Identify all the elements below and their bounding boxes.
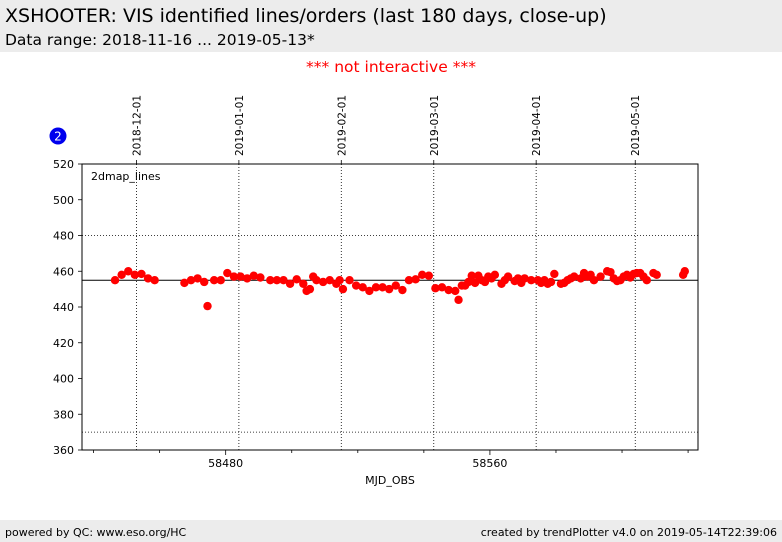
data-point: [345, 275, 354, 285]
data-point: [384, 284, 394, 294]
data-point: [606, 267, 615, 277]
header-bar: XSHOOTER: VIS identified lines/orders (l…: [0, 0, 782, 52]
data-point: [236, 272, 245, 281]
data-point: [550, 269, 559, 279]
data-point: [249, 271, 258, 280]
data-point: [209, 275, 219, 285]
data-point: [143, 274, 153, 283]
y-tick-label: 380: [53, 408, 74, 421]
data-point: [335, 275, 344, 285]
date-tick-label: 2019-01-01: [234, 95, 246, 156]
data-point: [130, 270, 140, 280]
data-point: [418, 270, 427, 280]
data-point: [338, 284, 348, 294]
data-point: [365, 286, 374, 296]
y-tick-label: 420: [53, 337, 74, 350]
y-tick-label: 500: [53, 194, 74, 207]
footer-credit: powered by QC: www.eso.org/HC: [5, 526, 187, 539]
data-point: [652, 270, 661, 280]
data-point: [279, 275, 288, 285]
data-point: [200, 277, 209, 287]
data-point: [150, 275, 159, 285]
data-point: [520, 274, 529, 283]
data-point: [596, 272, 605, 281]
data-point: [351, 281, 361, 290]
panel-number-badge: [49, 127, 67, 145]
data-point: [124, 267, 133, 276]
data-point: [404, 275, 414, 285]
data-point: [437, 283, 447, 292]
data-point: [305, 284, 315, 294]
data-point: [464, 277, 473, 287]
data-point: [680, 267, 689, 276]
date-tick-label: 2019-03-01: [429, 95, 441, 156]
x-tick-label: 58560: [472, 457, 507, 470]
reference-lines-layer: [82, 235, 698, 433]
data-point: [285, 279, 295, 288]
data-point: [503, 272, 513, 281]
data-point: [229, 272, 239, 281]
data-point: [467, 271, 476, 280]
data-point: [358, 283, 367, 292]
data-point: [110, 275, 120, 285]
data-point: [299, 279, 308, 288]
y-tick-label: 400: [53, 373, 74, 386]
data-point: [272, 275, 282, 285]
data-point: [527, 275, 536, 285]
data-point: [470, 278, 480, 288]
data-point: [398, 285, 407, 295]
data-point: [318, 277, 328, 287]
data-point: [193, 274, 202, 283]
data-point: [589, 275, 599, 285]
data-point: [137, 269, 146, 279]
data-point: [180, 278, 189, 288]
x-tick-label: 58480: [208, 457, 243, 470]
data-point: [569, 272, 579, 281]
footer-created: created by trendPlotter v4.0 on 2019-05-…: [480, 526, 777, 539]
data-point: [371, 283, 381, 292]
data-point: [391, 281, 400, 290]
axes-layer: 2018-12-01 2019-01-01 2019-02-01 2019-03-01…: [53, 95, 689, 470]
y-tick-label: 520: [53, 158, 74, 171]
data-point: [490, 270, 500, 280]
data-point: [223, 268, 232, 278]
data-point: [451, 286, 460, 296]
data-point: [117, 270, 126, 280]
data-point: [186, 275, 196, 285]
data-point: [444, 285, 453, 295]
plot-frame: [81, 163, 699, 451]
not-interactive-notice: *** not interactive ***: [306, 58, 476, 76]
y-tick-label: 440: [53, 301, 74, 314]
data-point: [292, 275, 301, 284]
y-tick-label: 480: [53, 230, 74, 243]
date-tick-label: 2019-05-01: [630, 95, 642, 156]
data-points-layer: [110, 267, 689, 311]
data-point: [216, 275, 225, 285]
x-axis-label: MJD_OBS: [365, 474, 415, 487]
y-tick-label: 460: [53, 265, 74, 278]
date-tick-label: 2018-12-01: [131, 95, 143, 156]
data-point: [256, 273, 265, 282]
date-tick-label: 2019-04-01: [531, 95, 543, 156]
data-point: [203, 301, 212, 311]
page-title: XSHOOTER: VIS identified lines/orders (l…: [5, 5, 607, 27]
data-point: [242, 274, 252, 283]
data-point: [642, 275, 652, 285]
data-range-subtitle: Data range: 2018-11-16 ... 2019-05-13*: [5, 31, 315, 49]
footer-bar: powered by QC: www.eso.org/HC created by…: [0, 520, 782, 542]
data-point: [325, 275, 334, 285]
data-point: [411, 275, 420, 284]
data-point: [454, 295, 463, 305]
data-point: [378, 283, 387, 292]
data-point: [312, 275, 321, 285]
panel-label: 2dmap_lines: [91, 170, 161, 183]
data-point: [546, 277, 556, 287]
data-point: [431, 284, 440, 293]
data-point: [266, 275, 275, 285]
data-point: [424, 271, 434, 280]
panel-number-text: 2: [54, 130, 62, 144]
date-tick-label: 2019-02-01: [336, 95, 348, 156]
y-tick-label: 360: [53, 444, 74, 457]
